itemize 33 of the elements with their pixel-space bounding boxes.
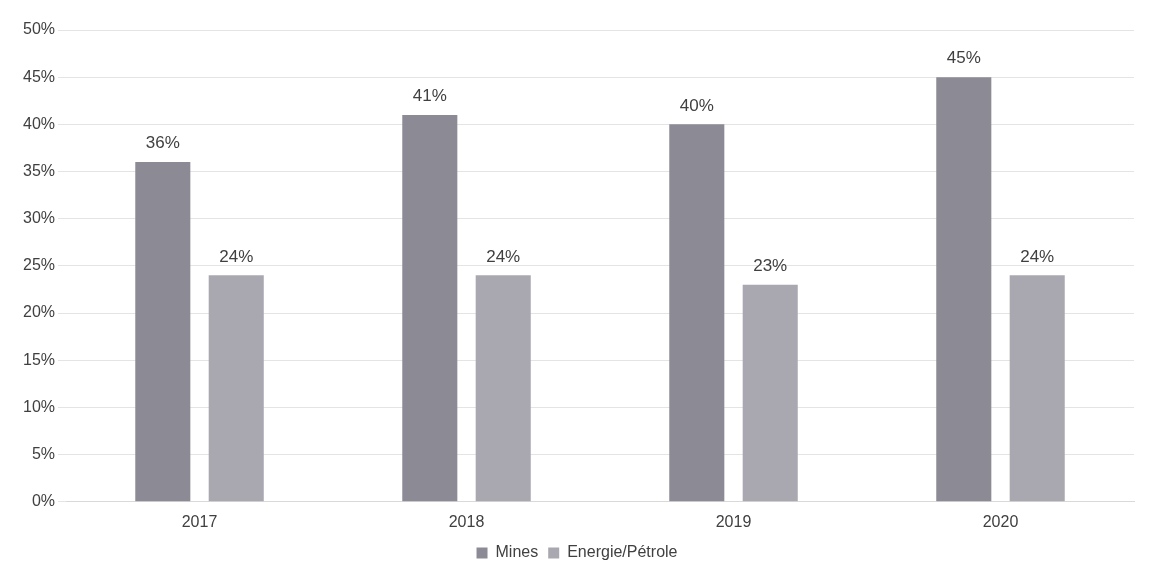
- x-tick-label: 2020: [982, 512, 1019, 530]
- x-tick-label: 2018: [448, 512, 485, 530]
- y-tick-label: 5%: [31, 445, 56, 463]
- bar: [402, 114, 458, 502]
- data-label: 24%: [486, 246, 521, 266]
- y-tick-label: 35%: [22, 161, 56, 179]
- data-label: 23%: [753, 255, 788, 275]
- bar: [208, 275, 264, 502]
- y-tick-label: 25%: [22, 256, 56, 274]
- bar: [936, 77, 992, 502]
- bar: [475, 275, 531, 502]
- y-tick-label: 50%: [22, 20, 56, 38]
- x-tick-label: 2017: [181, 512, 218, 530]
- y-tick-label: 0%: [31, 492, 56, 510]
- data-label: 40%: [679, 95, 714, 115]
- data-label: 45%: [946, 48, 981, 68]
- bar: [135, 162, 191, 502]
- bar: [669, 124, 725, 502]
- data-label: 36%: [145, 133, 180, 153]
- bar: [1009, 275, 1065, 502]
- y-tick-label: 30%: [22, 209, 56, 227]
- legend-label: Mines: [495, 543, 539, 561]
- data-label: 24%: [1020, 246, 1055, 266]
- y-tick-label: 15%: [22, 350, 56, 368]
- y-tick-label: 20%: [22, 303, 56, 321]
- data-label: 41%: [412, 86, 447, 106]
- data-label: 24%: [219, 246, 254, 266]
- x-tick-label: 2019: [715, 512, 752, 530]
- bar: [742, 284, 798, 502]
- y-tick-label: 45%: [22, 67, 56, 85]
- y-tick-label: 10%: [22, 397, 56, 415]
- y-tick-label: 40%: [22, 114, 56, 132]
- legend-label: Energie/Pétrole: [567, 543, 678, 561]
